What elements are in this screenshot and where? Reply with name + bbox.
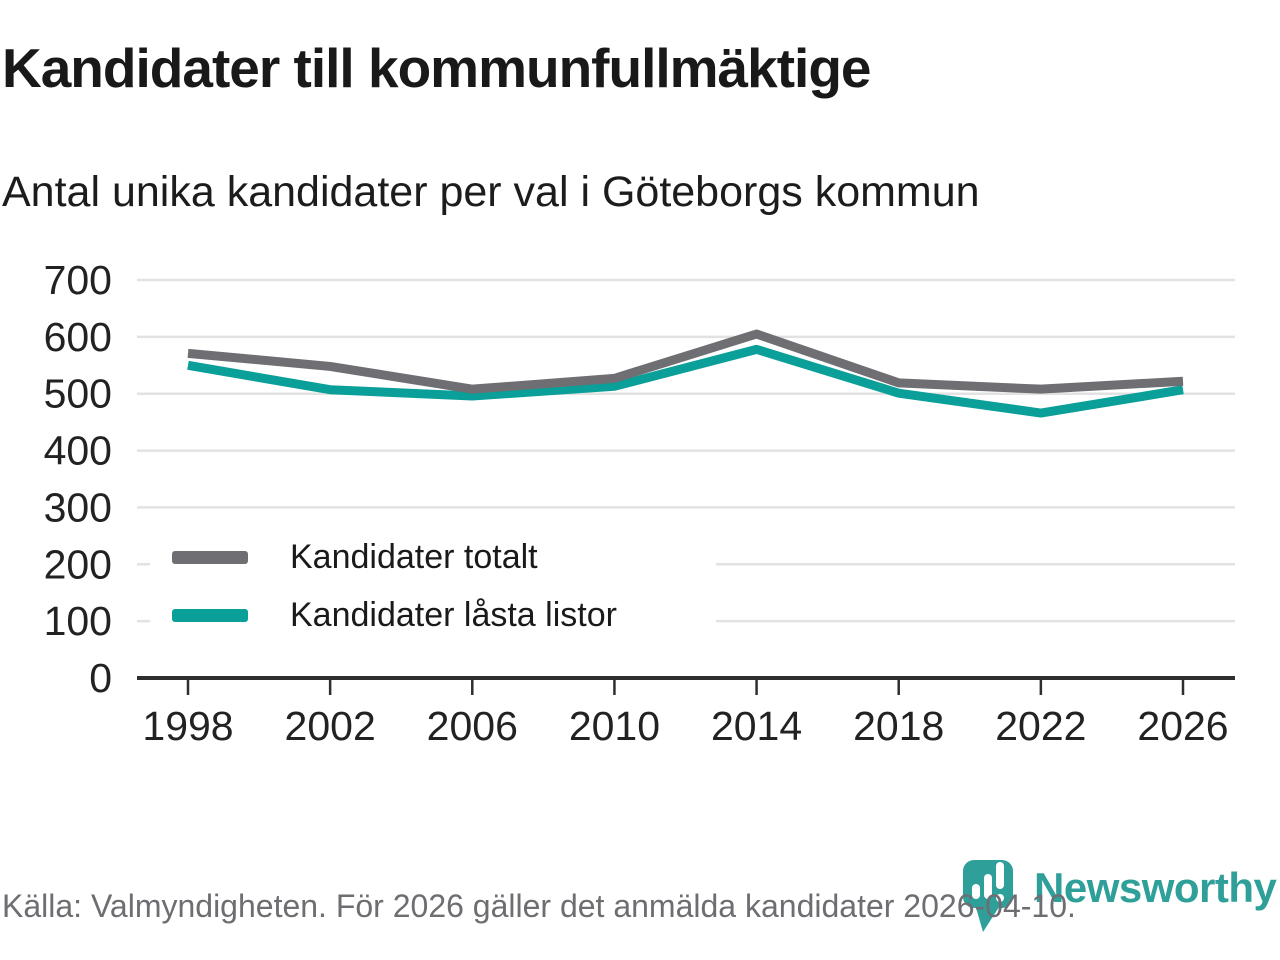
chart-legend: Kandidater totalt Kandidater låsta listo… <box>150 528 716 644</box>
y-axis-tick-label: 200 <box>44 541 112 587</box>
legend-label-locked: Kandidater låsta listor <box>290 595 617 634</box>
series-line-locked <box>187 344 1184 418</box>
x-axis-tick-label: 2014 <box>711 703 802 749</box>
total-line-swatch <box>172 550 248 564</box>
y-axis-tick-label: 700 <box>44 257 112 303</box>
y-axis-tick-label: 600 <box>44 314 112 360</box>
x-axis-tick-label: 2010 <box>569 703 660 749</box>
chart-subtitle: Antal unika kandidater per val i Götebor… <box>2 168 980 216</box>
y-axis-tick-label: 500 <box>44 371 112 417</box>
series-line-total <box>187 329 1184 394</box>
brand-name: Newsworthy <box>1034 864 1277 911</box>
locked-line-swatch <box>172 608 248 622</box>
newsworthy-logo-icon <box>963 860 1013 932</box>
y-axis-tick-label: 100 <box>44 598 112 644</box>
x-axis-tick-label: 2002 <box>285 703 376 749</box>
legend-item-locked: Kandidater låsta listor <box>150 586 716 644</box>
source-note: Källa: Valmyndigheten. För 2026 gäller d… <box>2 888 1076 924</box>
y-axis-tick-label: 300 <box>44 484 112 530</box>
x-axis-tick-label: 2026 <box>1137 703 1228 749</box>
legend-item-total: Kandidater totalt <box>150 528 716 586</box>
x-axis-tick-label: 2022 <box>995 703 1086 749</box>
y-axis-tick-label: 0 <box>89 655 112 701</box>
page-title: Kandidater till kommunfullmäktige <box>2 37 872 99</box>
x-axis-tick-label: 1998 <box>142 703 233 749</box>
x-axis-tick-label: 2018 <box>853 703 944 749</box>
x-axis-tick-label: 2006 <box>427 703 518 749</box>
legend-label-total: Kandidater totalt <box>290 537 538 576</box>
y-axis-tick-label: 400 <box>44 428 112 474</box>
